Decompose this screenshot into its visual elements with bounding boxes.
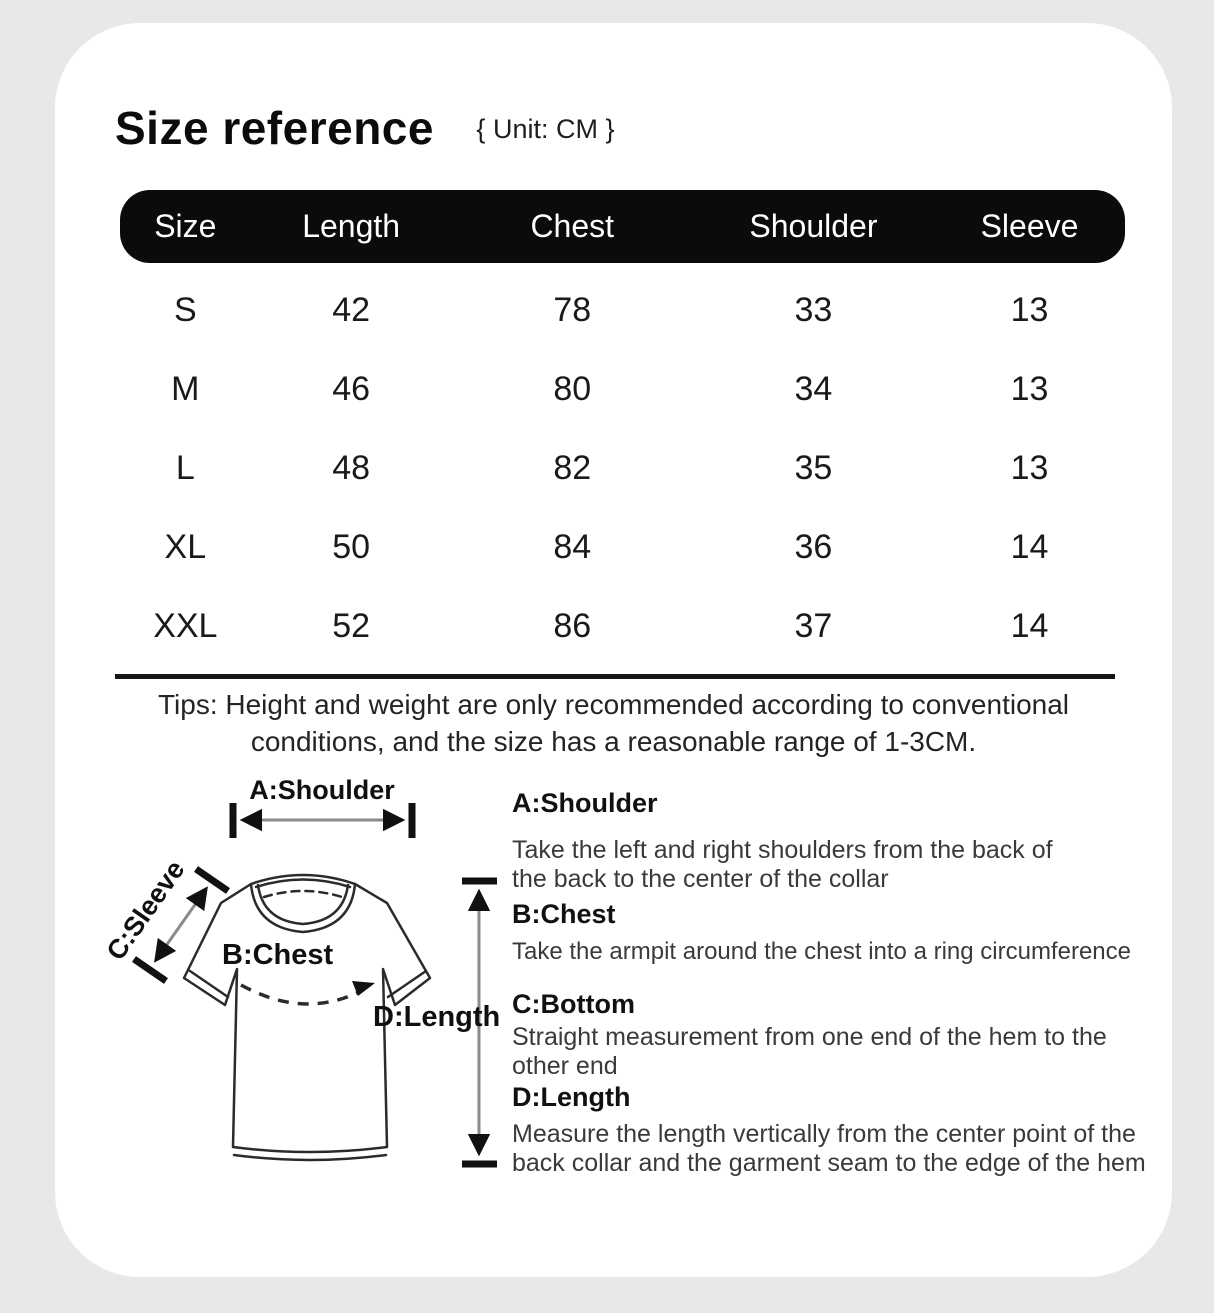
note-body: Measure the length vertically from the c… bbox=[512, 1120, 1146, 1177]
size-table-body: S 42 78 33 13 M 46 80 34 13 L 48 82 35 1… bbox=[120, 271, 1125, 666]
note-body: Take the armpit around the chest into a … bbox=[512, 938, 1131, 965]
table-cell: 86 bbox=[553, 607, 592, 645]
note-block-chest: B:Chest Take the armpit around the chest… bbox=[512, 899, 1212, 966]
note-heading: D:Length bbox=[512, 1082, 631, 1112]
table-cell: 13 bbox=[1010, 449, 1049, 487]
table-cell: 33 bbox=[794, 291, 833, 329]
table-cell: 84 bbox=[553, 528, 592, 566]
table-cell: 80 bbox=[553, 370, 592, 408]
table-cell: 42 bbox=[332, 291, 371, 329]
note-heading: B:Chest bbox=[512, 899, 616, 929]
chest-measure-arrow bbox=[240, 981, 375, 1006]
table-cell: 13 bbox=[1010, 291, 1049, 329]
diagram-label-chest: B:Chest bbox=[222, 939, 334, 971]
note-body: Straight measurement from one end of the… bbox=[512, 1023, 1107, 1080]
header-cell-length: Length bbox=[302, 208, 401, 244]
note-block-length: D:Length Measure the length vertically f… bbox=[512, 1082, 1212, 1178]
tips-line: Tips: Height and weight are only recomme… bbox=[157, 689, 1070, 720]
table-cell: S bbox=[173, 291, 197, 329]
table-cell: 37 bbox=[794, 607, 833, 645]
header-cell-size: Size bbox=[154, 208, 217, 244]
measurement-notes: A:Shoulder Take the left and right shoul… bbox=[512, 788, 1212, 1178]
header-cell-shoulder: Shoulder bbox=[749, 208, 878, 244]
diagram-label-sleeve: C:Sleeve bbox=[100, 854, 191, 966]
table-cell: XXL bbox=[153, 607, 218, 645]
table-cell: L bbox=[175, 449, 195, 487]
table-cell: 82 bbox=[553, 449, 592, 487]
table-cell: 14 bbox=[1010, 528, 1049, 566]
table-cell: 46 bbox=[332, 370, 371, 408]
table-cell: 78 bbox=[553, 291, 592, 329]
table-cell: 48 bbox=[332, 449, 371, 487]
diagram-label-shoulder: A:Shoulder bbox=[249, 775, 395, 805]
title-row: Size reference { Unit: CM } bbox=[115, 101, 614, 155]
note-block-bottom: C:Bottom Straight measurement from one e… bbox=[512, 989, 1212, 1081]
size-card: Size reference { Unit: CM } Size Length … bbox=[55, 23, 1172, 1277]
page-title: Size reference bbox=[115, 102, 434, 154]
note-body: Take the left and right shoulders from t… bbox=[512, 836, 1053, 893]
table-cell: 13 bbox=[1010, 370, 1049, 408]
shoulder-arrow bbox=[229, 803, 416, 838]
tips-line: conditions, and the size has a reasonabl… bbox=[250, 726, 977, 757]
table-cell: XL bbox=[164, 528, 207, 566]
header-cell-chest: Chest bbox=[530, 208, 615, 244]
table-cell: 50 bbox=[332, 528, 371, 566]
divider bbox=[115, 674, 1115, 679]
note-heading: C:Bottom bbox=[512, 989, 635, 1019]
size-table-header: Size Length Chest Shoulder Sleeve bbox=[120, 190, 1125, 263]
table-cell: 34 bbox=[794, 370, 833, 408]
table-cell: M bbox=[171, 370, 200, 408]
note-block-shoulder: A:Shoulder Take the left and right shoul… bbox=[512, 788, 1212, 894]
unit-label: { Unit: CM } bbox=[476, 114, 615, 144]
header-cell-sleeve: Sleeve bbox=[980, 208, 1079, 244]
note-heading: A:Shoulder bbox=[512, 788, 658, 818]
table-cell: 52 bbox=[332, 607, 371, 645]
table-cell: 14 bbox=[1010, 607, 1049, 645]
diagram-label-length: D:Length bbox=[373, 1001, 501, 1033]
tips-text: Tips: Height and weight are only recomme… bbox=[55, 686, 1172, 760]
table-cell: 36 bbox=[794, 528, 833, 566]
table-cell: 35 bbox=[794, 449, 833, 487]
